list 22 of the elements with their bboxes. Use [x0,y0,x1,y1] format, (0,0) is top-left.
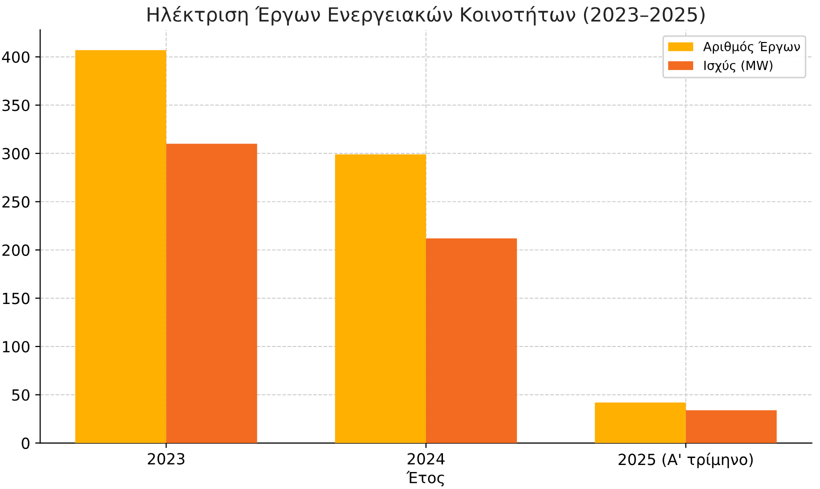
bar [686,410,777,444]
y-tick-label: 250 [2,196,30,208]
chart-title: Ηλέκτριση Έργων Ενεργειακών Κοινοτήτων (2023–2025) [148,6,704,26]
y-tick-label: 350 [2,100,30,112]
y-tick-label: 100 [2,340,30,353]
bar [426,238,517,444]
legend-label: Αριθμός Έργων [703,41,800,54]
bar [594,402,686,444]
x-tick-label: 2025 (Α' τρίμηνο) [618,452,753,468]
bar [335,154,426,444]
y-tick-label: 0 [22,438,30,450]
x-tick-label: 2023 [148,453,184,465]
y-tick-label: 200 [2,244,30,256]
legend-label: Ισχύς (MW) [704,60,772,73]
y-tick-label: 300 [2,148,30,160]
y-tick-label: 150 [2,292,30,304]
x-tick-label: 2024 [408,453,445,465]
x-axis-title: Έτος [406,470,444,486]
bar [166,144,258,444]
y-tick-label: 50 [12,389,30,401]
bar [75,50,166,444]
y-tick-label: 400 [2,51,30,63]
